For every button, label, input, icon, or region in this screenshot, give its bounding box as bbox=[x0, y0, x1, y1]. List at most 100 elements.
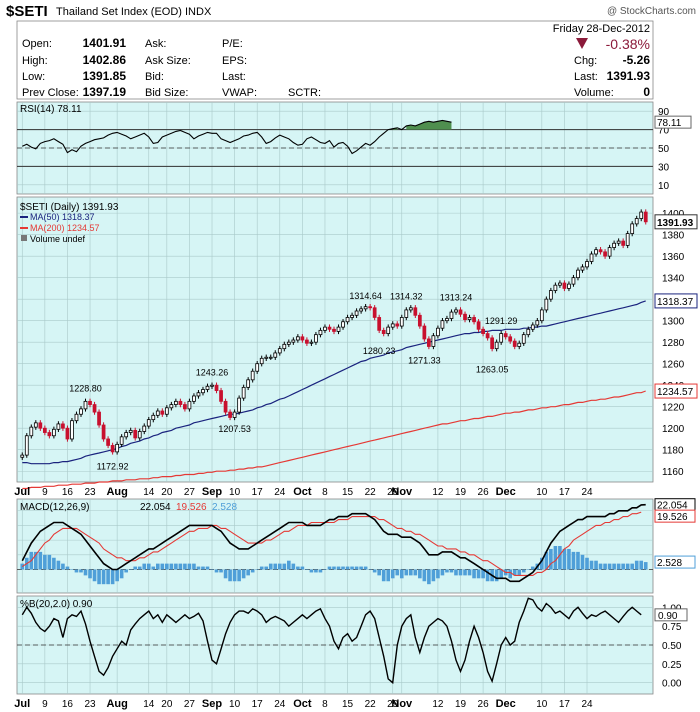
quote-date: Friday 28-Dec-2012 bbox=[553, 23, 650, 35]
x-tick-label: 26 bbox=[478, 487, 490, 498]
x-tick-label: 29 bbox=[387, 699, 399, 710]
macd-histogram-bar bbox=[639, 560, 644, 570]
candle-body bbox=[639, 211, 644, 219]
macd-histogram-bar bbox=[517, 569, 522, 576]
macd-histogram-bar bbox=[458, 569, 463, 576]
x-tick-label: Sep bbox=[202, 698, 222, 710]
candle-body bbox=[97, 411, 101, 426]
candle-body bbox=[377, 317, 382, 331]
macd-histogram-bar bbox=[585, 557, 589, 570]
candle-body bbox=[264, 356, 269, 359]
candle-body bbox=[110, 445, 115, 453]
candle-body bbox=[47, 432, 52, 437]
candle-body bbox=[630, 223, 635, 234]
macd-histogram-bar bbox=[65, 566, 70, 570]
macd-histogram-bar bbox=[386, 569, 391, 582]
price-annotation: 1243.26 bbox=[196, 368, 229, 378]
candle-body bbox=[476, 321, 481, 330]
candle-body bbox=[273, 352, 278, 358]
candle-body bbox=[399, 317, 404, 327]
macd-histogram-bar bbox=[106, 569, 110, 585]
x-tick-label: Dec bbox=[496, 698, 516, 710]
macd-histogram-bar bbox=[205, 566, 210, 570]
macd-histogram-bar bbox=[467, 569, 472, 576]
candle-body bbox=[33, 422, 38, 428]
x-tick-label: 27 bbox=[184, 487, 196, 498]
macd-histogram-bar bbox=[34, 551, 38, 570]
candle-body bbox=[119, 436, 124, 445]
candle-body bbox=[612, 242, 616, 248]
macd-histogram-bar bbox=[408, 569, 413, 576]
price-tick-label: 1200 bbox=[662, 424, 685, 435]
candle-body bbox=[223, 400, 228, 413]
macd-histogram-bar bbox=[499, 569, 503, 579]
candle-body bbox=[210, 384, 214, 387]
macd-histogram-bar bbox=[485, 569, 490, 582]
candle-body bbox=[277, 348, 282, 354]
macd-histogram-bar bbox=[354, 566, 359, 570]
candle-body bbox=[219, 390, 223, 402]
candle-body bbox=[544, 298, 549, 311]
macd-histogram-bar bbox=[413, 569, 418, 576]
candle-body bbox=[503, 333, 508, 338]
macd-histogram-bar bbox=[88, 569, 92, 579]
macd-histogram-bar bbox=[151, 566, 156, 570]
macd-histogram-bar bbox=[115, 569, 119, 582]
candle-body bbox=[155, 410, 160, 416]
quote-label: Prev Close: bbox=[22, 87, 79, 99]
macd-histogram-bar bbox=[580, 554, 585, 570]
macd-histogram-bar bbox=[567, 548, 571, 570]
candle-body bbox=[417, 314, 422, 327]
macd-histogram-bar bbox=[119, 569, 124, 579]
macd-histogram-bar bbox=[494, 569, 499, 582]
candle-body bbox=[499, 333, 504, 343]
candle-body bbox=[268, 356, 273, 359]
candle-body bbox=[42, 427, 47, 433]
price-annotation: 1313.24 bbox=[440, 292, 473, 302]
candle-body bbox=[625, 233, 630, 246]
price-tick-label: 1380 bbox=[662, 231, 685, 242]
candle-body bbox=[454, 309, 458, 313]
percent-b-title: %B(20,2.0) 0.90 bbox=[20, 599, 93, 610]
macd-histogram-bar bbox=[237, 569, 241, 582]
x-tick-label: 14 bbox=[143, 487, 155, 498]
candle-body bbox=[74, 413, 79, 422]
x-tick-label: 19 bbox=[455, 699, 467, 710]
candle-body bbox=[427, 338, 431, 347]
candle-body bbox=[56, 423, 61, 430]
macd-histogram-bar bbox=[165, 563, 169, 570]
percent-b-panel: 0.000.250.500.751.00%B(20,2.0) 0.900.90J… bbox=[14, 595, 688, 710]
candle-body bbox=[485, 333, 490, 339]
price-annotation: 1228.80 bbox=[69, 383, 102, 393]
candle-body bbox=[603, 251, 607, 257]
candle-body bbox=[345, 317, 350, 323]
candle-body bbox=[621, 240, 626, 246]
candle-body bbox=[246, 379, 251, 388]
x-tick-label: Jul bbox=[14, 486, 30, 498]
quote-label: Low: bbox=[22, 71, 45, 83]
macd-histogram-bar bbox=[174, 563, 178, 570]
quote-right-values: Chg: -5.26 Last: 1391.93 Volume: 0 bbox=[574, 53, 650, 99]
candle-body bbox=[196, 392, 201, 397]
x-tick-label: 19 bbox=[455, 487, 467, 498]
candle-body bbox=[133, 429, 138, 439]
candle-body bbox=[323, 326, 327, 331]
x-tick-label: 10 bbox=[536, 487, 548, 498]
rsi-tick-label: 70 bbox=[658, 126, 670, 137]
candle-body bbox=[183, 404, 187, 410]
candle-body bbox=[508, 336, 513, 342]
x-tick-label: 17 bbox=[252, 487, 264, 498]
index-name: Thailand Set Index (EOD) INDX bbox=[56, 6, 212, 18]
quote-value: -5.26 bbox=[623, 53, 651, 67]
quote-value: 1391.93 bbox=[607, 69, 651, 83]
macd-histogram-bar bbox=[155, 563, 160, 570]
candle-body bbox=[571, 277, 576, 285]
macd-histogram-bar bbox=[133, 566, 138, 570]
x-tick-label: 17 bbox=[559, 487, 571, 498]
macd-histogram-bar bbox=[363, 566, 368, 570]
macd-histogram-bar bbox=[291, 563, 296, 570]
price-tick-label: 1260 bbox=[662, 360, 685, 371]
macd-histogram-bar bbox=[101, 569, 106, 585]
macd-histogram-bar bbox=[20, 563, 25, 570]
